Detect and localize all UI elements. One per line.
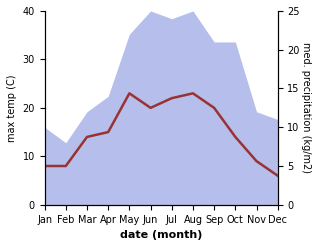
Y-axis label: med. precipitation (kg/m2): med. precipitation (kg/m2) — [301, 42, 311, 173]
X-axis label: date (month): date (month) — [120, 230, 202, 240]
Y-axis label: max temp (C): max temp (C) — [7, 74, 17, 142]
